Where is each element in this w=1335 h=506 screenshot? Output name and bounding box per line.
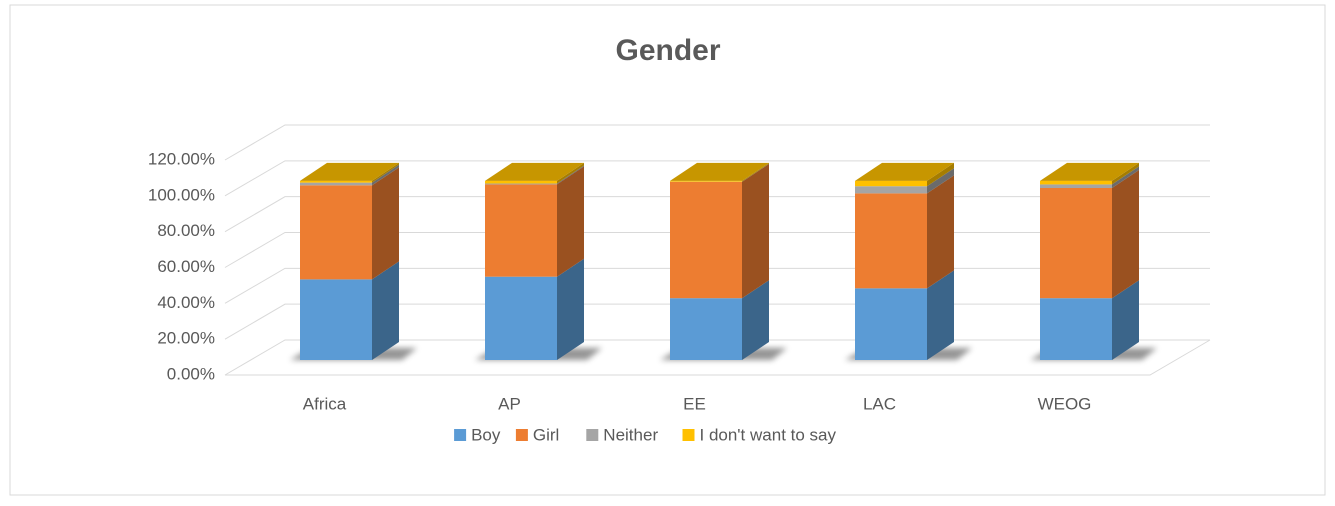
x-tick-label: Africa: [303, 394, 347, 413]
bar-side: [742, 164, 769, 298]
bar: [670, 182, 742, 298]
legend-label: I don't want to say: [700, 425, 837, 444]
legend-label: Girl: [533, 425, 559, 444]
x-tick-label: EE: [683, 394, 706, 413]
bar: [1040, 298, 1112, 360]
bar-side: [372, 167, 399, 279]
bar: [300, 185, 372, 279]
bar-side: [557, 166, 584, 276]
y-tick-label: 40.00%: [157, 293, 215, 312]
bar: [670, 298, 742, 360]
legend-swatch: [516, 429, 528, 441]
bar: [670, 181, 742, 182]
bar: [485, 184, 557, 276]
x-tick-label: AP: [498, 394, 521, 413]
bar-side: [927, 175, 954, 288]
bar: [855, 181, 927, 186]
chart-title: Gender: [615, 34, 720, 67]
bar: [300, 181, 372, 183]
legend-swatch: [683, 429, 695, 441]
y-tick-label: 0.00%: [167, 364, 215, 383]
y-tick-label: 20.00%: [157, 329, 215, 348]
x-tick-label: LAC: [863, 394, 896, 413]
y-tick-label: 80.00%: [157, 221, 215, 240]
bar: [485, 277, 557, 360]
bar-side: [1112, 170, 1139, 298]
legend-label: Neither: [603, 425, 658, 444]
x-tick-label: WEOG: [1038, 394, 1092, 413]
legend-label: Boy: [471, 425, 501, 444]
bar: [1040, 181, 1112, 185]
bar: [1040, 188, 1112, 298]
bar: [855, 288, 927, 360]
bar: [485, 181, 557, 184]
y-tick-label: 120.00%: [148, 149, 215, 168]
y-tick-label: 60.00%: [157, 257, 215, 276]
bar: [300, 279, 372, 360]
bar: [855, 186, 927, 193]
bar: [485, 184, 557, 185]
bar: [1040, 184, 1112, 188]
bar: [855, 193, 927, 288]
y-tick-label: 100.00%: [148, 185, 215, 204]
legend-swatch: [586, 429, 598, 441]
legend-swatch: [454, 429, 466, 441]
bar: [300, 183, 372, 186]
